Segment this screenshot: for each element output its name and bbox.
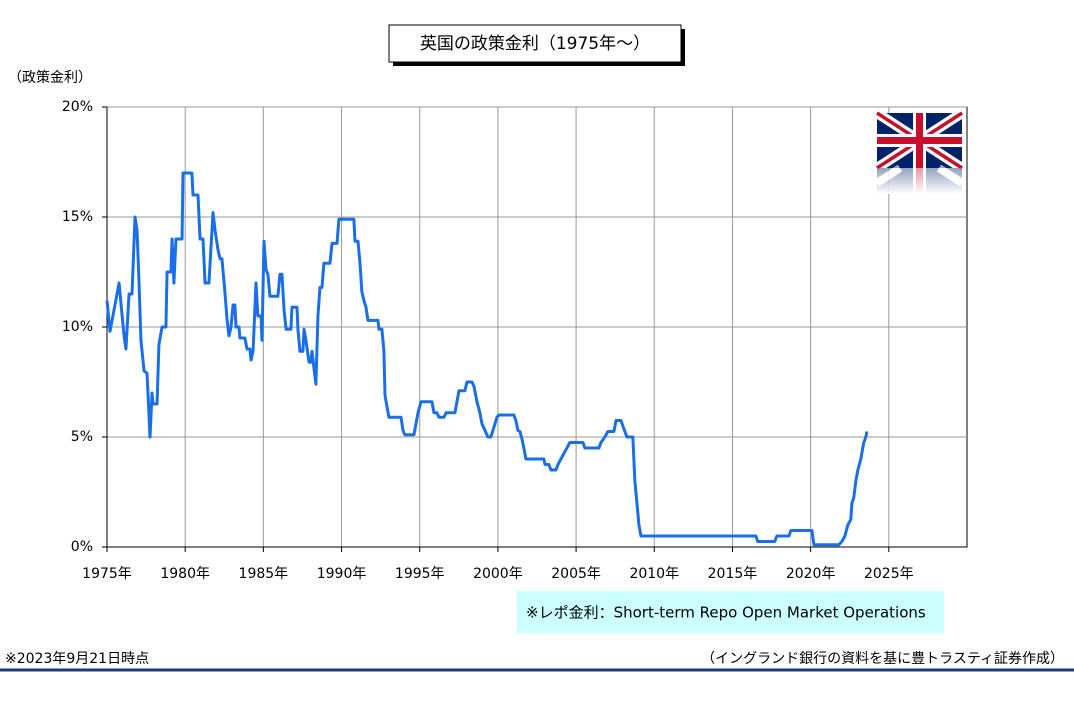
uk-flag [874, 108, 965, 194]
y-tick-label: 15% [62, 209, 93, 225]
x-tick-label: 1975年 [82, 566, 132, 582]
footnote: ※2023年9月21日時点 [5, 651, 149, 667]
y-tick-label: 20% [62, 99, 93, 115]
y-tick-label: 0% [71, 539, 93, 555]
x-tick-label: 1980年 [160, 566, 210, 582]
x-tick-label: 2015年 [708, 566, 758, 582]
x-tick-label: 1985年 [239, 566, 289, 582]
y-tick-label: 5% [71, 429, 93, 445]
x-tick-label: 2010年 [629, 566, 679, 582]
title-box [388, 24, 682, 63]
annotation: ※レポ金利：Short-term Repo Open Market Operat… [526, 604, 926, 622]
plot-area: 0% 5% 10% 15% 20% 1975年 1980年 1985年 1990年 1995年 20… [62, 99, 968, 582]
x-tick-label: 2020年 [786, 566, 836, 582]
chart-title: 英国の政策金利（1975年～） [420, 34, 650, 54]
x-tick-label: 1995年 [395, 566, 445, 582]
y-axis-label: （政策金利） [8, 69, 92, 86]
rate-line [105, 171, 869, 547]
x-tick-label: 2025年 [864, 566, 914, 582]
x-tick-label: 1990年 [317, 566, 367, 582]
x-tick-label: 2000年 [473, 566, 523, 582]
annotation-box [517, 591, 944, 633]
y-tick-label: 10% [62, 319, 93, 335]
x-tick-label: 2005年 [551, 566, 601, 582]
source-note: （イングランド銀行の資料を基に豊トラスティ証券作成） [701, 650, 1064, 667]
